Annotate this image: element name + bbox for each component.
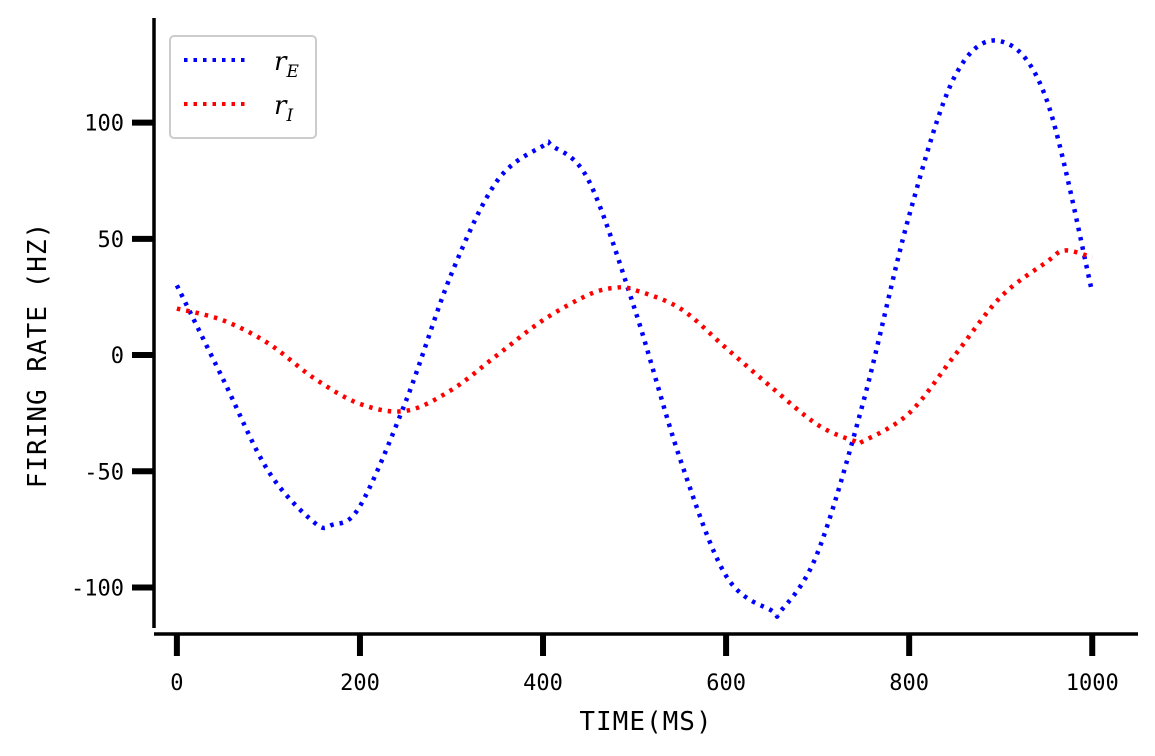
x-tick-label: 1000 [1066, 671, 1119, 696]
legend-subscript-rI: I [285, 106, 293, 126]
series-layer [174, 38, 1095, 619]
legend-symbol-rE: r [274, 47, 288, 77]
x-tick-label: 0 [170, 671, 183, 696]
x-ticks: 0 200 400 600 800 1000 [170, 634, 1119, 696]
series-line-rE [174, 38, 1095, 619]
x-tick-label: 600 [706, 671, 746, 696]
x-tick-label: 200 [340, 671, 380, 696]
legend-box [169, 35, 317, 139]
y-tick-label: -100 [71, 577, 124, 602]
x-tick-label: 800 [889, 671, 929, 696]
legend-symbol-rI: r [274, 91, 288, 121]
y-tick-label: 0 [111, 344, 124, 369]
x-tick-label: 400 [523, 671, 563, 696]
series-line-rI [176, 248, 1093, 447]
x-axis-label: TIME(MS) [579, 707, 712, 737]
legend-entry-rE: rE [274, 47, 299, 82]
legend-subscript-rE: E [285, 62, 299, 82]
y-tick-label: -50 [84, 460, 124, 485]
legend: rE rI [169, 35, 317, 139]
y-ticks: -100 -50 0 50 100 [71, 112, 154, 602]
y-axis-label: FIRING RATE (HZ) [23, 222, 53, 488]
y-tick-label: 50 [98, 228, 125, 253]
y-tick-label: 100 [84, 112, 124, 137]
legend-entry-rI: rI [274, 91, 293, 126]
